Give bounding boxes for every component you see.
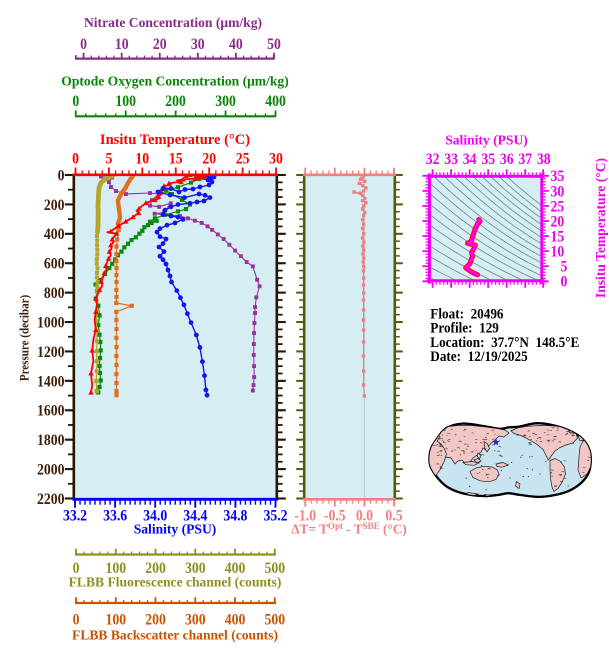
svg-text:5: 5 [105, 151, 112, 168]
svg-text:0: 0 [73, 612, 80, 629]
svg-text:1800: 1800 [37, 432, 64, 449]
svg-text:25: 25 [236, 151, 250, 168]
svg-text:Date: 12/19/2025: Date: 12/19/2025 [430, 348, 527, 365]
svg-text:35.2: 35.2 [263, 507, 287, 524]
svg-text:37: 37 [518, 151, 532, 168]
svg-text:500: 500 [264, 612, 285, 629]
svg-text:0: 0 [80, 36, 87, 53]
svg-text:33: 33 [444, 151, 458, 168]
svg-text:35: 35 [481, 151, 495, 168]
svg-text:25: 25 [551, 199, 565, 216]
svg-text:10: 10 [551, 244, 565, 261]
svg-text:20: 20 [202, 151, 216, 168]
svg-text:300: 300 [185, 612, 206, 629]
svg-text:800: 800 [44, 285, 65, 302]
svg-text:0: 0 [72, 151, 79, 168]
svg-text:200: 200 [44, 197, 65, 214]
svg-text:200: 200 [145, 612, 166, 629]
svg-text:Insitu Temperature (°C): Insitu Temperature (°C) [100, 132, 250, 148]
svg-text:1000: 1000 [37, 315, 64, 332]
svg-text:33.2: 33.2 [63, 507, 87, 524]
svg-text:Pressure (decibar): Pressure (decibar) [17, 295, 32, 381]
svg-text:10: 10 [135, 151, 149, 168]
svg-text:10: 10 [115, 36, 129, 53]
svg-text:30: 30 [191, 36, 205, 53]
svg-text:ΔT= TOpt - TSBE (°C): ΔT= TOpt - TSBE (°C) [291, 521, 407, 537]
svg-text:0: 0 [561, 274, 568, 291]
svg-text:400: 400 [225, 612, 246, 629]
svg-text:Salinity (PSU): Salinity (PSU) [134, 521, 217, 537]
svg-text:2200: 2200 [37, 491, 64, 508]
svg-text:33.6: 33.6 [103, 507, 128, 524]
svg-text:32: 32 [426, 151, 440, 168]
svg-text:Salinity (PSU): Salinity (PSU) [445, 132, 528, 148]
svg-text:100: 100 [115, 93, 136, 110]
svg-text:5: 5 [561, 259, 568, 276]
svg-text:50: 50 [267, 36, 281, 53]
svg-text:34: 34 [463, 151, 477, 168]
svg-text:34.8: 34.8 [223, 507, 247, 524]
svg-text:1200: 1200 [37, 344, 64, 361]
svg-text:20: 20 [153, 36, 167, 53]
svg-text:15: 15 [169, 151, 183, 168]
svg-text:0: 0 [58, 168, 65, 185]
svg-text:400: 400 [265, 93, 286, 110]
svg-text:40: 40 [229, 36, 243, 53]
svg-text:2000: 2000 [37, 462, 64, 479]
svg-text:1600: 1600 [37, 403, 64, 420]
svg-text:FLBB Fluorescence channel (cou: FLBB Fluorescence channel (counts) [69, 574, 282, 590]
svg-text:1400: 1400 [37, 373, 64, 390]
svg-text:38: 38 [537, 151, 551, 168]
svg-text:30: 30 [551, 183, 565, 200]
svg-text:Optode Oxygen Concentration (μ: Optode Oxygen Concentration (μm/kg) [61, 73, 288, 89]
svg-text:100: 100 [105, 612, 126, 629]
svg-text:15: 15 [551, 229, 565, 246]
svg-text:20: 20 [551, 214, 565, 231]
svg-text:600: 600 [44, 256, 65, 273]
svg-text:30: 30 [269, 151, 283, 168]
svg-text:35: 35 [551, 168, 565, 185]
svg-text:300: 300 [215, 93, 236, 110]
svg-text:400: 400 [44, 226, 65, 243]
svg-text:0: 0 [72, 93, 79, 110]
svg-text:36: 36 [500, 151, 514, 168]
svg-text:FLBB Backscatter channel (coun: FLBB Backscatter channel (counts) [72, 627, 278, 643]
svg-text:Nitrate Concentration (μm/kg): Nitrate Concentration (μm/kg) [84, 15, 262, 31]
svg-text:Insitu Temperature (°C): Insitu Temperature (°C) [593, 158, 609, 298]
svg-text:200: 200 [165, 93, 186, 110]
